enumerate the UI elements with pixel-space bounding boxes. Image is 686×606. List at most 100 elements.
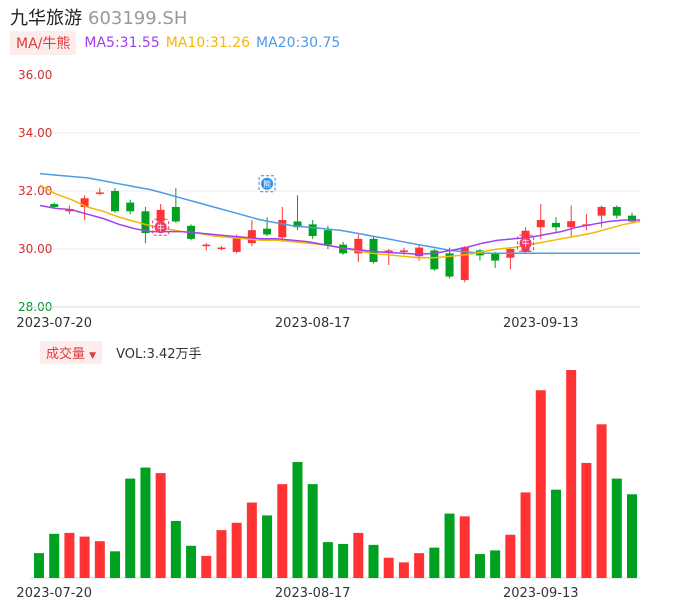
ma10-label: MA10:31.26 (165, 35, 251, 51)
candle-body (354, 238, 363, 254)
candle-body (536, 220, 545, 228)
candle-body (308, 224, 317, 236)
bull-marker-icon-glyph: 牛 (522, 238, 530, 248)
candle-body (384, 250, 393, 252)
bear-marker-icon-frame (258, 175, 276, 193)
volume-bar (505, 534, 516, 578)
volume-bar (444, 513, 455, 578)
volume-bar (246, 502, 257, 578)
volume-bar (170, 520, 181, 578)
ma20-line (39, 172, 640, 255)
volume-bar (490, 550, 501, 578)
volume-bar (231, 522, 242, 578)
volume-bar (262, 515, 273, 578)
volume-legend: 成交量 ▼ VOL:3.42万手 (40, 340, 202, 364)
bull-marker-icon-frame (517, 234, 535, 252)
candle-body (491, 253, 500, 261)
dropdown-triangle-icon: ▼ (89, 350, 97, 361)
volume-bar (140, 467, 151, 578)
volume-bar (550, 489, 561, 578)
ma-indicator-toggle[interactable]: MA/牛熊 (10, 31, 77, 55)
volume-bar (398, 562, 409, 578)
volume-bar (414, 553, 425, 578)
volume-bar (611, 478, 622, 578)
candle-body (339, 244, 348, 254)
volume-date-label: 2023-07-20 (16, 586, 92, 601)
candle-body (126, 202, 135, 212)
volume-bar (79, 536, 90, 578)
volume-bar (34, 553, 44, 578)
candle-body (445, 253, 454, 277)
price-axis-label: 30.00 (18, 242, 52, 256)
volume-bar (429, 547, 440, 578)
volume-bar (474, 554, 485, 578)
candle-body (597, 206, 606, 216)
volume-tag-label: 成交量 (46, 346, 86, 362)
volume-indicator-toggle[interactable]: 成交量 ▼ (40, 340, 103, 364)
ma5-label: MA5:31.55 (84, 35, 160, 51)
candle-body (628, 215, 636, 222)
volume-bar (566, 370, 577, 578)
volume-bar (125, 478, 136, 578)
price-date-label: 2023-09-13 (503, 316, 579, 331)
volume-bar (155, 473, 166, 578)
candle-body (202, 244, 211, 247)
volume-bar (535, 390, 546, 578)
bull-marker-icon (154, 221, 167, 234)
volume-bar (581, 462, 592, 578)
candle-body (612, 206, 621, 216)
price-axis-label: 36.00 (18, 68, 52, 82)
volume-bar (186, 545, 197, 578)
candle-body (293, 221, 302, 228)
volume-date-label: 2023-09-13 (503, 586, 579, 601)
candle-body (141, 211, 150, 234)
candle-body (217, 247, 226, 250)
bull-marker-icon-frame (152, 218, 170, 236)
volume-bar (277, 484, 288, 578)
price-date-label: 2023-07-20 (16, 316, 92, 331)
price-date-label: 2023-08-17 (275, 316, 351, 331)
candle-body (369, 238, 378, 263)
stock-title: 九华旅游 603199.SH (10, 4, 187, 30)
stock-name: 九华旅游 (10, 8, 82, 29)
candle-body (80, 198, 89, 207)
volume-bar (307, 484, 318, 578)
candle-body (430, 250, 439, 270)
volume-bar (110, 551, 121, 578)
candle-body (460, 247, 469, 281)
candle-body (567, 221, 576, 228)
stock-code: 603199.SH (88, 8, 188, 29)
candle-body (551, 222, 560, 228)
ma-legend: MA/牛熊 MA5:31.55 MA10:31.26 MA20:30.75 (10, 31, 346, 55)
candle-body (156, 209, 165, 222)
volume-bar (64, 532, 75, 578)
volume-bar (353, 532, 364, 578)
volume-bar (216, 530, 227, 578)
candle-body (50, 204, 59, 207)
candle-body (232, 237, 241, 252)
volume-bar (338, 543, 349, 578)
volume-bar (368, 544, 379, 578)
ma20-label: MA20:30.75 (256, 35, 341, 51)
volume-bar (322, 542, 333, 578)
volume-value: VOL:3.42万手 (116, 346, 202, 362)
ma5-line (39, 204, 640, 255)
volume-bar (383, 557, 394, 578)
candle-body (263, 228, 272, 235)
volume-bar (520, 492, 531, 578)
candle-body (111, 191, 120, 212)
candle-body (95, 192, 104, 194)
volume-bar (292, 462, 303, 578)
candle-body (415, 247, 424, 257)
volume-bar (201, 555, 212, 578)
volume-bar (94, 541, 105, 578)
price-axis-label: 32.00 (18, 184, 52, 198)
candle-body (247, 230, 256, 244)
volume-bar (459, 516, 470, 578)
volume-bar (49, 533, 60, 578)
bear-marker-icon (261, 177, 274, 190)
price-axis-label: 34.00 (18, 126, 52, 140)
bull-marker-icon-glyph: 牛 (157, 222, 165, 232)
candle-body (171, 206, 180, 222)
